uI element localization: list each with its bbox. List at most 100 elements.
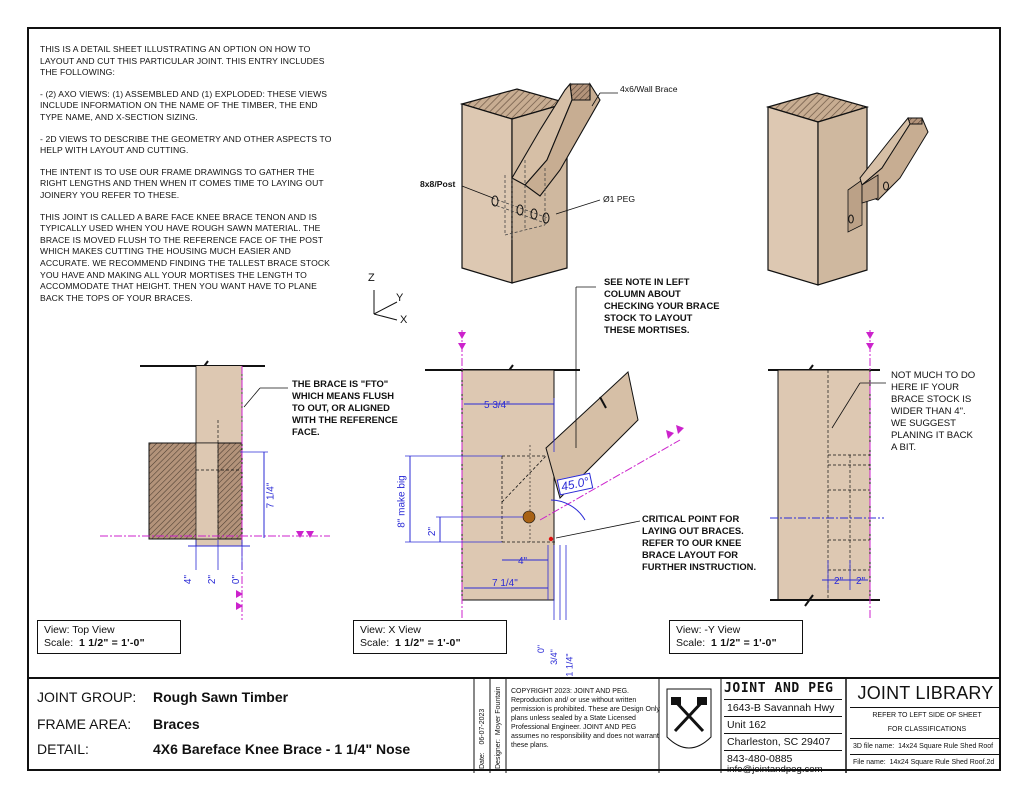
ref-marker [458,332,466,339]
peg-hole [542,212,550,224]
dim-label: 2" [427,526,439,537]
drawing-canvas [100,82,929,620]
axis-indicator [373,290,398,321]
ref-marker [306,531,314,538]
view-caption-x: View: X View Scale: 1 1/2" = 1'-0" [353,620,507,654]
peg-end [491,195,499,207]
axis-x-label: X [400,314,408,326]
dim-label: 7 1/4" [492,578,518,589]
view-name: View: X View [360,624,421,636]
leader [555,520,641,539]
intro-paragraph: THIS IS A DETAIL SHEET ILLUSTRATING AN O… [40,44,325,78]
refer-line-2: FOR CLASSIFICATIONS [887,726,967,733]
tb-designer: Designer: Moyer Fountain [495,686,502,770]
reference-line [539,439,681,521]
file-2d: File name: 14x24 Square Rule Shed Roof.2… [850,754,1001,769]
shield-logo [666,688,712,749]
leader [591,92,601,107]
brace-top [569,83,591,101]
library-title: JOINT LIBRARY [857,683,994,703]
post-left-face [767,106,819,286]
dim-label: 8" make big [396,475,408,528]
ref-marker [866,332,874,339]
view-scale: Scale: 1 1/2" = 1'-0" [44,637,145,649]
dim-label: 2" [207,574,219,585]
break-mark [804,594,814,607]
top-view [100,360,330,620]
sheet-border [27,27,1001,771]
peg-hole [530,208,538,220]
peg-hole [516,204,524,216]
leader [461,185,494,199]
peg-hole [883,181,889,191]
dim-label: 0" [536,644,547,654]
post-right-face [817,106,868,286]
tb-date: Date: 06-07-2023 [479,708,486,769]
company-name: JOINT AND PEG [724,681,842,700]
note-critical-point: CRITICAL POINT FOR LAYING OUT BRACES. RE… [642,513,757,572]
post-left-face [461,103,513,284]
file-3d: 3D file name: 14x24 Square Rule Shed Roo… [850,738,1001,753]
note-see-left: SEE NOTE IN LEFT COLUMN ABOUT CHECKING Y… [604,276,720,335]
address-line-1: 1643-B Savannah Hwy [724,700,842,717]
address-line-3: Charleston, SC 29407 [724,734,842,751]
leader [555,199,601,215]
view-name: View: Top View [44,624,115,636]
y-view [768,330,886,620]
dim-label: 4" [183,574,195,585]
ref-marker [458,343,466,350]
housing-cut [847,179,863,233]
dim-label: 2" [834,576,844,587]
ref-marker [296,531,304,538]
peg-label: Ø1 PEG [603,194,635,204]
dim-label: 0" [231,574,243,585]
exploded-tenon [861,174,879,204]
phone: 843-480-0885 [727,753,793,765]
ref-marker [236,590,243,598]
post-label: 8x8/Post [420,179,456,189]
post-elevation [461,369,555,601]
peg-location [522,510,536,524]
dim-label: 3/4" [548,649,559,665]
post-elevation [777,369,871,601]
dim-label: 7 1/4" [265,482,277,509]
dim-label: 1 1/4" [564,653,575,677]
dim-label: 5 3/4" [484,400,510,411]
critical-point [548,536,554,542]
dim-label: 2" [856,576,866,587]
copyright-text: COPYRIGHT 2023: JOINT AND PEG. Reproduct… [511,688,660,749]
break-mark [599,396,607,409]
leader [831,382,861,429]
wall-brace-label: 4x6/Wall Brace [620,84,678,94]
tenon-section [195,442,219,540]
peg-hole [848,214,854,224]
dim-label: 4" [518,556,528,567]
intro-paragraph: - (2) AXO VIEWS: (1) ASSEMBLED AND (1) E… [40,88,328,122]
note-fto: THE BRACE IS "FTO" WHICH MEANS FLUSH TO … [292,378,398,437]
intro-paragraph: THIS JOINT IS CALLED A BARE FACE KNEE BR… [40,211,330,303]
axis-y-label: Y [396,292,404,304]
axo-assembled-view [459,82,618,284]
view-scale: Scale: 1 1/2" = 1'-0" [360,637,461,649]
title-block: JOINT GROUP: Rough Sawn Timber FRAME ARE… [27,677,1001,775]
view-caption-y: View: -Y View Scale: 1 1/2" = 1'-0" [669,620,803,654]
refer-line-1: REFER TO LEFT SIDE OF SHEET [850,707,1001,722]
view-scale: Scale: 1 1/2" = 1'-0" [676,637,777,649]
leader [243,387,261,408]
view-name: View: -Y View [676,624,741,636]
hidden-line [504,224,546,236]
ref-marker [236,602,243,610]
intro-paragraph: THE INTENT IS TO USE OUR FRAME DRAWINGS … [40,166,324,200]
email-link[interactable]: info@jointandpeg.com [727,764,823,775]
intro-text: THIS IS A DETAIL SHEET ILLUSTRATING AN O… [40,44,340,314]
note-not-much: NOT MUCH TO DO HERE IF YOUR BRACE STOCK … [891,370,976,453]
axo-exploded-view [765,92,929,286]
ref-marker [666,430,674,439]
address-line-2: Unit 162 [724,717,842,734]
hidden-line [501,455,547,503]
intro-paragraph: - 2D VIEWS TO DESCRIBE THE GEOMETRY AND … [40,133,332,156]
post-section [148,442,243,540]
angle-arc [550,499,586,521]
x-view [405,286,684,620]
